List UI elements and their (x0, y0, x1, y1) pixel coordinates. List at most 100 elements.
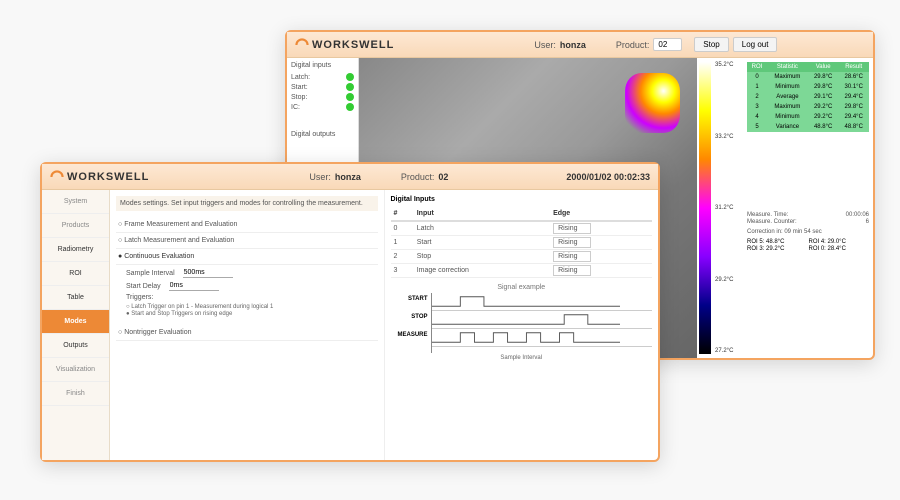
meas-counter-value: 6 (866, 219, 869, 225)
section-nontrigger[interactable]: ○ Nontrigger Evaluation (116, 325, 378, 341)
signal-stop-label: STOP (392, 314, 428, 320)
di-row: 2StopRising (391, 250, 653, 264)
start-delay-input[interactable] (169, 281, 219, 291)
roi-th: ROI (747, 62, 767, 72)
thermal-hotspot (625, 73, 680, 133)
meas-time-label: Measure. Time: (747, 212, 788, 218)
di-th: Input (414, 207, 550, 221)
roi-row: 4Minimum29.2°C29.4°C (747, 112, 869, 122)
signal-measure-label: MEASURE (392, 332, 428, 338)
section-label: Frame Measurement and Evaluation (124, 221, 237, 228)
section-label: Continuous Evaluation (124, 253, 194, 260)
edge-select[interactable]: Rising (553, 223, 590, 234)
section-continuous[interactable]: ● Continuous Evaluation (116, 249, 378, 265)
edge-select[interactable]: Rising (553, 251, 590, 262)
roi-th: Statistic (767, 62, 808, 72)
page-subtitle: Modes settings. Set input triggers and m… (116, 196, 378, 211)
sidebar-item-radiometry[interactable]: Radiometry (42, 238, 109, 262)
sidebar-item-outputs[interactable]: Outputs (42, 334, 109, 358)
meas-counter-label: Measure. Counter: (747, 219, 797, 225)
di-ic-label: IC: (291, 104, 300, 111)
di-start-label: Start: (291, 84, 308, 91)
sidebar-item-visualization[interactable]: Visualization (42, 358, 109, 382)
temp-tick: 31.2°C (715, 205, 741, 211)
sidebar-item-table[interactable]: Table (42, 286, 109, 310)
digital-inputs-column: Digital Inputs # Input Edge 0LatchRising… (384, 190, 659, 460)
edge-select[interactable]: Rising (553, 237, 590, 248)
trigger-item: Start and Stop Triggers on rising edge (131, 311, 232, 317)
window-header: WORKSWELL User: honza Product: 02 Stop L… (287, 32, 873, 58)
logo-icon (50, 170, 64, 184)
di-th: # (391, 207, 414, 221)
edge-select[interactable]: Rising (553, 265, 590, 276)
temp-tick: 33.2°C (715, 134, 741, 140)
product-label: Product: (401, 172, 435, 182)
sidebar: System Products Radiometry ROI Table Mod… (42, 190, 110, 460)
section-latch[interactable]: ○ Latch Measurement and Evaluation (116, 233, 378, 249)
di-title: Digital Inputs (391, 196, 653, 203)
roi-sum-item: ROI 3: 29.2°C (747, 246, 808, 252)
signal-title: Signal example (391, 284, 653, 291)
brand-text: WORKSWELL (67, 171, 149, 183)
roi-row: 5Variance48.8°C48.8°C (747, 122, 869, 132)
user-value: honza (560, 40, 586, 50)
roi-row: 2Average29.1°C29.4°C (747, 92, 869, 102)
temp-tick: 29.2°C (715, 277, 741, 283)
roi-row: 0Maximum29.8°C28.6°C (747, 72, 869, 82)
trigger-item: Latch Trigger on pin 1 - Measurement dur… (131, 304, 273, 310)
status-dot-icon (346, 73, 354, 81)
section-frame[interactable]: ○ Frame Measurement and Evaluation (116, 217, 378, 233)
di-row: 3Image correctionRising (391, 264, 653, 278)
sidebar-item-finish[interactable]: Finish (42, 382, 109, 406)
timestamp: 2000/01/02 00:02:33 (566, 172, 650, 182)
signal-chart: START STOP MEASURE (431, 293, 653, 353)
do-title: Digital outputs (291, 131, 354, 138)
brand-logo: WORKSWELL (50, 170, 149, 184)
section-label: Latch Measurement and Evaluation (124, 237, 234, 244)
sidebar-item-roi[interactable]: ROI (42, 262, 109, 286)
roi-panel: ROI Statistic Value Result 0Maximum29.8°… (743, 58, 873, 358)
status-dot-icon (346, 93, 354, 101)
roi-row: 1Minimum29.8°C30.1°C (747, 82, 869, 92)
product-value: 02 (438, 172, 448, 182)
sidebar-item-products[interactable]: Products (42, 214, 109, 238)
logo-icon (295, 38, 309, 52)
sample-interval-input[interactable] (183, 268, 233, 278)
di-row: 1StartRising (391, 236, 653, 250)
sample-interval-label: Sample Interval (126, 270, 175, 277)
product-select[interactable]: 02 (653, 38, 682, 51)
roi-row: 3Maximum29.2°C29.8°C (747, 102, 869, 112)
roi-th: Result (838, 62, 869, 72)
sidebar-item-modes[interactable]: Modes (42, 310, 109, 334)
window-header: WORKSWELL User: honza Product: 02 2000/0… (42, 164, 658, 190)
temp-tick: 27.2°C (715, 348, 741, 354)
trigger-list: ○ Latch Trigger on pin 1 - Measurement d… (126, 304, 378, 317)
user-value: honza (335, 172, 361, 182)
start-delay-label: Start Delay (126, 283, 161, 290)
status-dot-icon (346, 103, 354, 111)
temperature-colorbar (699, 62, 711, 354)
product-label: Product: (616, 40, 650, 50)
user-label: User: (534, 40, 556, 50)
roi-summary: ROI 5: 48.8°C ROI 4: 29.0°C ROI 3: 29.2°… (747, 239, 869, 252)
digital-inputs-table: # Input Edge 0LatchRising 1StartRising 2… (391, 207, 653, 278)
meas-time-value: 00:00:06 (846, 212, 869, 218)
stop-button[interactable]: Stop (694, 37, 728, 52)
temperature-scale-labels: 35.2°C 33.2°C 31.2°C 29.2°C 27.2°C (713, 58, 743, 358)
triggers-label: Triggers: (126, 294, 153, 301)
sidebar-item-system[interactable]: System (42, 190, 109, 214)
brand-text: WORKSWELL (312, 39, 394, 51)
di-row: 0LatchRising (391, 221, 653, 236)
brand-logo: WORKSWELL (295, 38, 394, 52)
logout-button[interactable]: Log out (733, 37, 778, 52)
di-latch-label: Latch: (291, 74, 310, 81)
measurement-info: Measure. Time: 00:00:06 Measure. Counter:… (747, 212, 869, 235)
roi-sum-item: ROI 4: 29.0°C (809, 239, 870, 245)
signal-xlabel: Sample Interval (391, 355, 653, 361)
correction-text: Correction in: 09 min 54 sec (747, 229, 822, 235)
user-label: User: (309, 172, 331, 182)
status-dot-icon (346, 83, 354, 91)
roi-sum-item: ROI 5: 48.8°C (747, 239, 808, 245)
temp-tick: 35.2°C (715, 62, 741, 68)
roi-th: Value (808, 62, 839, 72)
